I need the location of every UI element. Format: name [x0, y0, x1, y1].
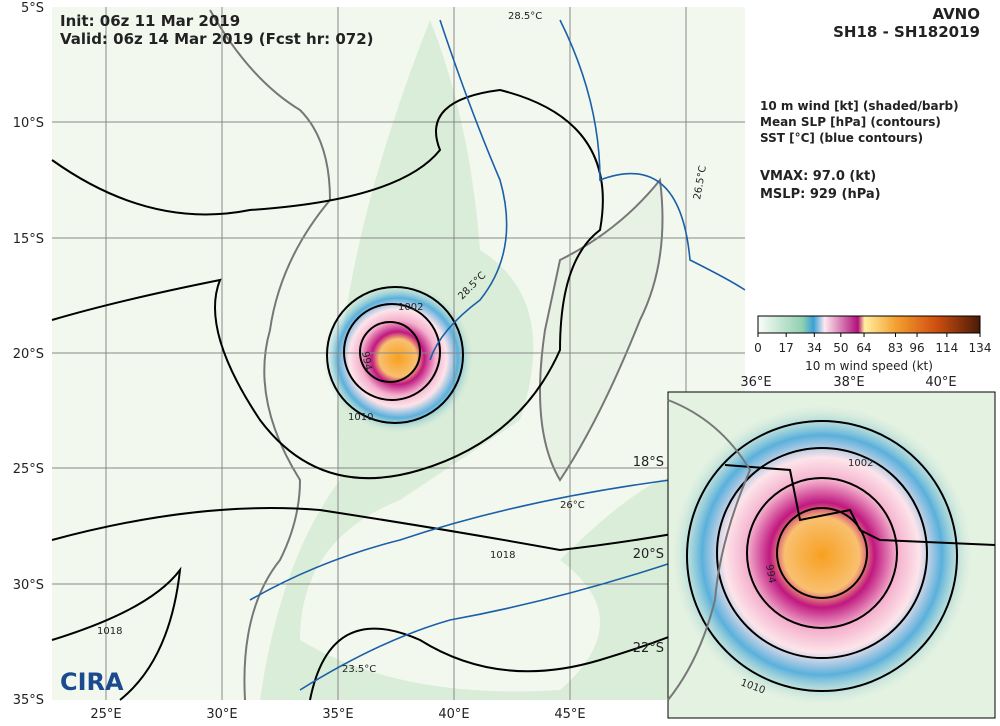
colorbar-scale — [757, 315, 981, 334]
colorbar-tick-label: 134 — [969, 341, 992, 355]
colorbar-tick-label: 34 — [807, 341, 822, 355]
inset-coast — [667, 399, 752, 701]
vmax: VMAX: 97.0 (kt) — [760, 169, 876, 184]
madagascar — [539, 177, 664, 482]
model: AVNO — [932, 5, 980, 23]
inset-lat: 20°S — [633, 547, 664, 562]
lon-label: 45°E — [554, 707, 585, 722]
colorbar: 10 m wind speed (kt) 0 17 34 50 64 83 96 114 134 — [754, 315, 992, 373]
colorbar-tick-label: 17 — [779, 341, 794, 355]
wind-shading — [260, 20, 745, 700]
contour-label: 26°C — [560, 500, 585, 511]
contour-label: 28.5°C — [508, 11, 542, 22]
sst-contours — [249, 19, 746, 691]
lat-label: 25°S — [13, 462, 44, 477]
valid-time: Valid: 06z 14 Mar 2019 (Fcst hr: 072) — [60, 30, 374, 48]
colorbar-tick-label: 83 — [888, 341, 903, 355]
lat-label: 35°S — [13, 693, 44, 708]
inset-lon: 38°E — [833, 375, 864, 390]
lat-label: 10°S — [13, 116, 44, 131]
colorbar-tick-label: 0 — [754, 341, 762, 355]
inset-lat: 18°S — [633, 455, 664, 470]
lon-label: 40°E — [438, 707, 469, 722]
contour-label: 994 — [763, 564, 777, 585]
contour-label: 1018 — [490, 550, 515, 561]
lat-label: 20°S — [13, 347, 44, 362]
colorbar-tick-label: 50 — [833, 341, 848, 355]
lon-labels: 25°E 30°E 35°E 40°E 45°E — [90, 707, 585, 722]
lat-labels: 5°S 10°S 15°S 20°S 25°S 30°S 35°S — [13, 1, 44, 708]
legend-line: 10 m wind [kt] (shaded/barb) — [760, 99, 959, 113]
slp-contours — [51, 88, 746, 701]
inset-lon: 36°E — [740, 375, 771, 390]
contour-label: 23.5°C — [342, 664, 376, 675]
inset-contours — [686, 420, 996, 692]
storm-core — [323, 283, 473, 433]
inset-lat: 22°S — [633, 641, 664, 656]
lon-label: 35°E — [322, 707, 353, 722]
inset-lon: 40°E — [925, 375, 956, 390]
colorbar-tick-label: 64 — [856, 341, 871, 355]
colorbar-label: 10 m wind speed (kt) — [805, 359, 933, 373]
legend-line: Mean SLP [hPa] (contours) — [760, 115, 941, 129]
lon-label: 25°E — [90, 707, 121, 722]
contour-label: 1002 — [848, 458, 873, 469]
storm-id: SH18 - SH182019 — [833, 23, 980, 41]
logo: CIRA — [60, 668, 124, 696]
legend-line: SST [°C] (blue contours) — [760, 131, 923, 145]
coastline — [209, 9, 332, 701]
contour-label: 994 — [359, 351, 373, 372]
contour-label: 1010 — [348, 412, 373, 423]
contour-label: 1002 — [398, 302, 423, 313]
main-map: 1002 994 1010 1018 1018 28.5°C 28.5°C 26… — [51, 7, 746, 701]
colorbar-tick-label: 114 — [935, 341, 958, 355]
contour-label: 1018 — [97, 626, 122, 637]
lat-label: 30°S — [13, 578, 44, 593]
init-time: Init: 06z 11 Mar 2019 — [60, 12, 240, 30]
lat-label: 15°S — [13, 232, 44, 247]
lon-label: 30°E — [206, 707, 237, 722]
lat-label: 5°S — [21, 1, 44, 16]
mslp: MSLP: 929 (hPa) — [760, 187, 881, 202]
inset: 1002 994 1010 36°E 38°E 40°E 18°S 20°S 2… — [633, 375, 996, 719]
colorbar-tick-label: 96 — [909, 341, 924, 355]
